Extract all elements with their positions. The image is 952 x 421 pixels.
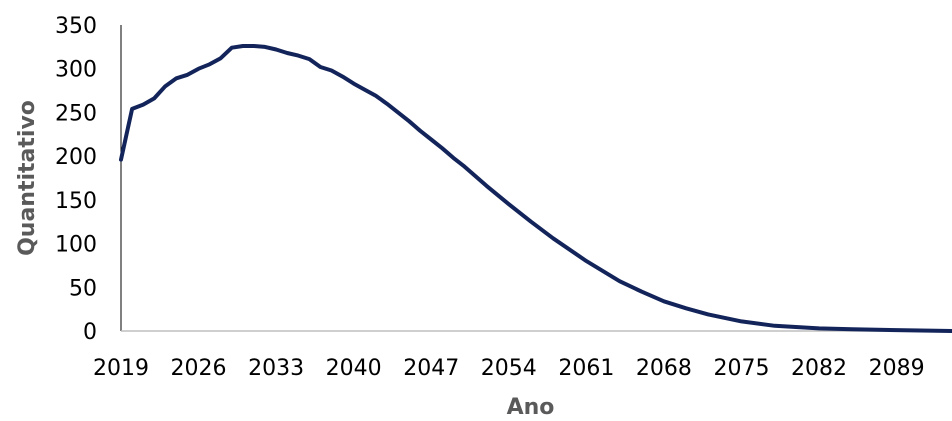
x-tick-label: 2061 bbox=[558, 356, 614, 381]
series-layer bbox=[119, 44, 952, 333]
x-tick-label: 2033 bbox=[248, 356, 304, 381]
series-line-0 bbox=[119, 44, 952, 333]
x-tick-label: 2054 bbox=[481, 356, 537, 381]
x-tick-label: 2068 bbox=[636, 356, 692, 381]
x-axis-title: Ano bbox=[507, 395, 555, 420]
y-tick-label: 300 bbox=[55, 58, 97, 83]
y-tick-label: 100 bbox=[55, 233, 97, 258]
x-axis-ticks: 2019 2026 2033 2040 2047 2054 2061 2068 2075 2082… bbox=[93, 356, 925, 381]
y-tick-label: 350 bbox=[55, 14, 97, 39]
x-tick-label: 2019 bbox=[93, 356, 149, 381]
y-axis-ticks: 0 50 100 150 200 250 300 350 bbox=[55, 14, 97, 345]
axes bbox=[120, 25, 952, 332]
y-tick-label: 150 bbox=[55, 189, 97, 214]
y-tick-label: 50 bbox=[69, 276, 97, 301]
x-tick-label: 2026 bbox=[171, 356, 227, 381]
x-tick-label: 2047 bbox=[403, 356, 459, 381]
x-tick-label: 2040 bbox=[326, 356, 382, 381]
x-tick-label: 2082 bbox=[791, 356, 847, 381]
y-tick-label: 0 bbox=[83, 320, 97, 345]
x-tick-label: 2089 bbox=[869, 356, 925, 381]
y-tick-label: 250 bbox=[55, 101, 97, 126]
y-tick-label: 200 bbox=[55, 145, 97, 170]
x-tick-label: 2075 bbox=[713, 356, 769, 381]
y-axis-title: Quantitativo bbox=[15, 100, 40, 256]
